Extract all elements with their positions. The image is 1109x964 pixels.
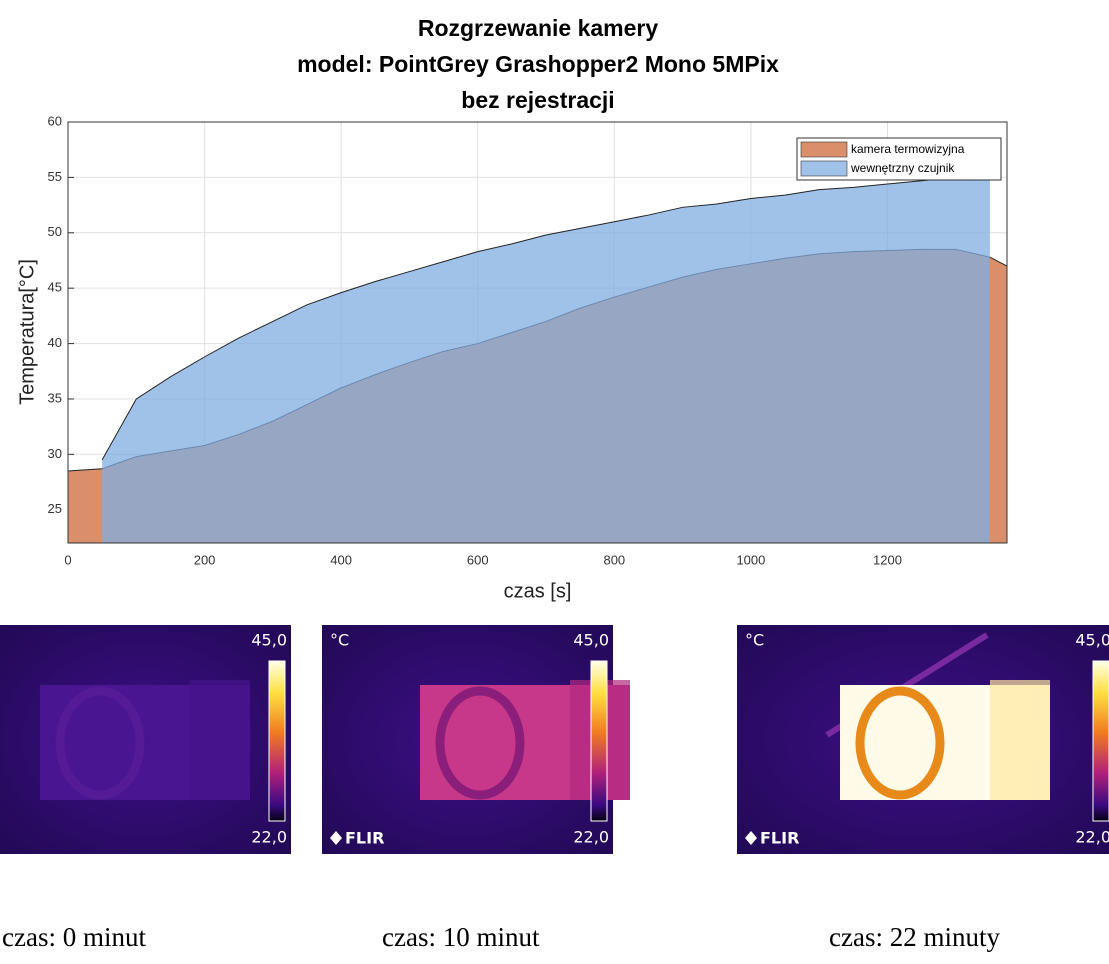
lens-ring [55,686,145,800]
logo-icon [745,831,757,845]
y-tick-label: 25 [48,501,62,516]
logo: FLIR [760,829,799,848]
chart-title: bez rejestracji [461,87,614,113]
y-tick-label: 30 [48,446,62,461]
x-tick-label: 0 [64,552,71,567]
x-tick-label: 1000 [736,552,765,567]
legend-swatch [800,160,848,177]
legend-label: wewnętrzny czujnik [850,161,955,175]
scale-min: 22,0 [251,828,287,847]
camera-side [990,680,1050,800]
x-tick-label: 600 [467,552,489,567]
caption: czas: 10 minut [382,922,540,952]
legend-swatch [800,141,848,158]
caption: czas: 0 minut [2,922,146,952]
y-tick-label: 50 [48,224,62,239]
chart-title: Rozgrzewanie kamery [418,15,659,41]
scale-max: 45,0 [1075,631,1109,650]
caption: czas: 22 minuty [829,922,1000,952]
legend-label: kamera termowizyjna [851,142,965,156]
plot-frame [67,121,1008,544]
lens-ring [435,686,525,800]
y-tick-label: 35 [48,390,62,405]
x-tick-label: 200 [194,552,216,567]
thermal-image: 45,0 22,0 [0,625,291,854]
x-tick-label: 1200 [873,552,902,567]
colorbar [1092,660,1109,822]
chart-title: model: PointGrey Grashopper2 Mono 5MPix [297,51,779,77]
y-tick-label: 60 [48,113,62,128]
lens-ring [855,686,945,800]
area [102,177,990,544]
scale-max: 45,0 [573,631,609,650]
thermal-image: 45,0 22,0 °C FLIR [322,625,630,854]
colorbar [268,660,286,822]
logo-icon [330,831,342,845]
thermal-image: 45,0 22,0 °C FLIR [737,625,1109,854]
logo: FLIR [345,829,384,848]
unit-label: °C [330,631,349,650]
area-edge [101,176,990,461]
unit-label: °C [745,631,764,650]
y-tick-label: 55 [48,169,62,184]
camera-side [190,680,250,800]
y-axis-label: Temperatura[°C] [16,259,38,405]
y-tick-label: 40 [48,335,62,350]
scale-min: 22,0 [573,828,609,847]
x-tick-label: 800 [603,552,625,567]
x-tick-label: 400 [330,552,352,567]
x-axis-label: czas [s] [504,580,572,602]
scale-min: 22,0 [1075,828,1109,847]
scale-max: 45,0 [251,631,287,650]
y-tick-label: 45 [48,280,62,295]
colorbar [590,660,608,822]
